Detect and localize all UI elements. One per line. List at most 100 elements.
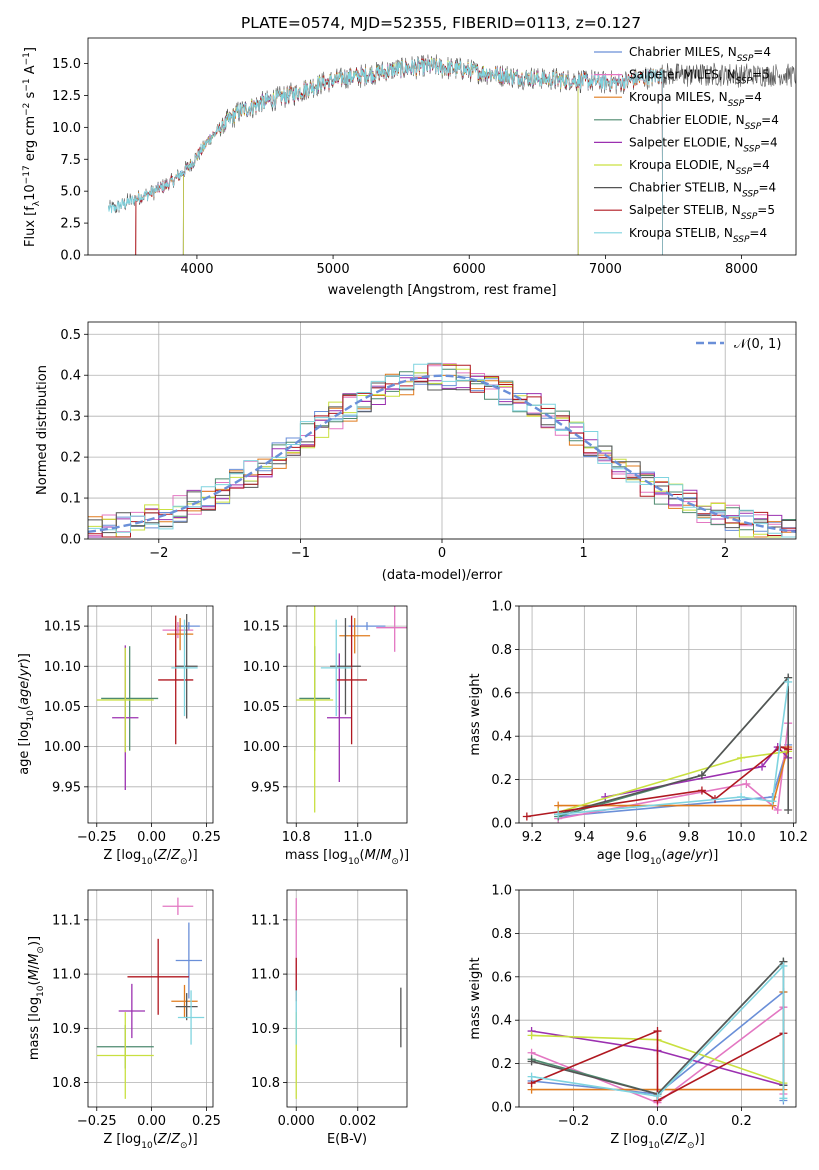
weight-marker	[697, 771, 706, 780]
plot-area	[522, 673, 793, 823]
x-tick-label: −0.25	[77, 1114, 117, 1129]
x-axis-label: wavelength [Angstrom, rest frame]	[328, 283, 557, 298]
text-segment: SSP	[741, 212, 758, 222]
legend-label-4: Salpeter ELODIE, NSSP=4	[629, 135, 778, 154]
text-segment: Z	[157, 848, 168, 863]
text-segment: Chabrier MILES, N	[629, 45, 737, 59]
y-tick-label: 0.4	[60, 369, 81, 384]
text-segment: Z [log	[103, 848, 141, 863]
x-tick-label: 8000	[725, 262, 758, 277]
text-segment: yr	[17, 662, 32, 678]
text-segment: (	[153, 1132, 158, 1147]
y-tick-label: 10.9	[52, 1022, 81, 1037]
legend-label-5: Kroupa ELODIE, NSSP=4	[629, 158, 770, 177]
text-segment: /	[376, 848, 381, 863]
text-segment: Salpeter STELIB, N	[629, 203, 741, 217]
x-tick-label: −0.2	[558, 1114, 590, 1129]
text-segment: =4	[753, 45, 771, 59]
y-tick-label: 0.0	[60, 249, 81, 264]
spectrum-line-2	[135, 58, 663, 255]
text-segment: ⊙	[36, 946, 46, 954]
axes-frame	[286, 605, 408, 824]
y-tick-label: 0.8	[491, 927, 512, 942]
weight-line-6	[557, 675, 790, 816]
weight-marker	[779, 1094, 788, 1103]
histogram-4	[88, 375, 796, 538]
y-tick-label: 0.0	[60, 533, 81, 548]
text-segment: )]	[17, 653, 32, 663]
y-tick-label: 10.05	[44, 700, 81, 715]
x-tick-label: 6000	[453, 262, 486, 277]
x-tick-label: −2	[149, 546, 168, 561]
y-tick-label: 0.6	[491, 970, 512, 985]
text-segment: age [log	[597, 848, 650, 863]
weight-marker	[527, 1072, 536, 1081]
text-segment: /	[674, 1132, 679, 1147]
y-tick-label: 11.0	[251, 968, 280, 983]
y-tick-label: 10.00	[243, 740, 280, 755]
text-segment: 10	[648, 1141, 660, 1151]
y-tick-label: 10.05	[243, 700, 280, 715]
axes-frame	[87, 321, 797, 540]
weight-line-8	[531, 964, 785, 1099]
text-segment: 10	[348, 857, 360, 867]
y-tick-label: 0.2	[491, 1057, 512, 1072]
y-axis-label: mass weight	[468, 957, 483, 1039]
plot-area	[96, 614, 200, 791]
legend-label-0: Chabrier MILES, NSSP=4	[629, 45, 771, 64]
text-segment: SSP	[736, 77, 753, 87]
histogram-3	[88, 368, 796, 538]
text-segment: ]	[23, 47, 38, 52]
y-tick-label: 0.0	[491, 1101, 512, 1116]
text-segment: M	[27, 969, 42, 980]
text-segment: /	[167, 848, 172, 863]
text-segment: =4	[760, 135, 778, 149]
y-tick-label: 10.00	[44, 740, 81, 755]
weight-marker	[554, 810, 563, 819]
spectrum-line-5	[182, 57, 579, 255]
y-tick-label: 0.2	[60, 451, 81, 466]
text-segment: λ	[32, 200, 42, 206]
x-tick-label: 0.25	[192, 830, 221, 845]
x-tick-label: 9.8	[679, 830, 700, 845]
x-axis-label: Z [log10(Z/Z⊙)]	[103, 848, 197, 867]
text-segment: M	[380, 848, 391, 863]
legend-label-3: Chabrier ELODIE, NSSP=4	[629, 113, 779, 132]
legend-label-6: Chabrier STELIB, NSSP=4	[629, 181, 776, 200]
text-segment: M	[27, 954, 42, 965]
y-tick-label: 11.1	[52, 913, 81, 928]
weight-marker	[522, 812, 531, 821]
text-segment: Salpeter MILES, N	[629, 68, 736, 82]
spectrum-line-4	[182, 58, 579, 255]
text-segment: −17	[22, 165, 32, 184]
text-segment: =4	[749, 226, 767, 240]
y-tick-label: 0.2	[491, 773, 512, 788]
text-segment: −1	[22, 78, 32, 91]
x-tick-label: 0.000	[278, 1114, 315, 1129]
x-tick-label: 5000	[317, 262, 350, 277]
x-tick-label: 0.00	[137, 830, 166, 845]
x-tick-label: 7000	[589, 262, 622, 277]
text-segment: 10	[36, 985, 46, 997]
plot-area	[88, 362, 796, 538]
weight-marker	[737, 792, 746, 801]
y-tick-label: 0.5	[60, 328, 81, 343]
text-segment: −1	[22, 52, 32, 65]
plot-area	[96, 897, 205, 1099]
text-segment: erg cm	[23, 116, 38, 165]
y-axis-label: Normed distribution	[35, 365, 50, 495]
x-tick-label: 2	[721, 546, 729, 561]
text-segment: yr	[694, 848, 710, 863]
text-segment: =5	[757, 203, 775, 217]
y-tick-label: 0.3	[60, 410, 81, 425]
legend-label-1: Salpeter MILES, NSSP=5	[629, 68, 770, 87]
x-tick-label: 0	[438, 546, 446, 561]
y-tick-label: 10.0	[52, 121, 81, 136]
text-segment: s	[23, 91, 38, 102]
text-segment: SSP	[742, 190, 759, 200]
axes-frame	[87, 889, 214, 1108]
x-tick-label: −1	[291, 546, 310, 561]
histogram-8	[88, 362, 796, 538]
weight-marker	[527, 1031, 536, 1040]
y-axis-label: age [log10(age/yr)]	[17, 653, 36, 775]
